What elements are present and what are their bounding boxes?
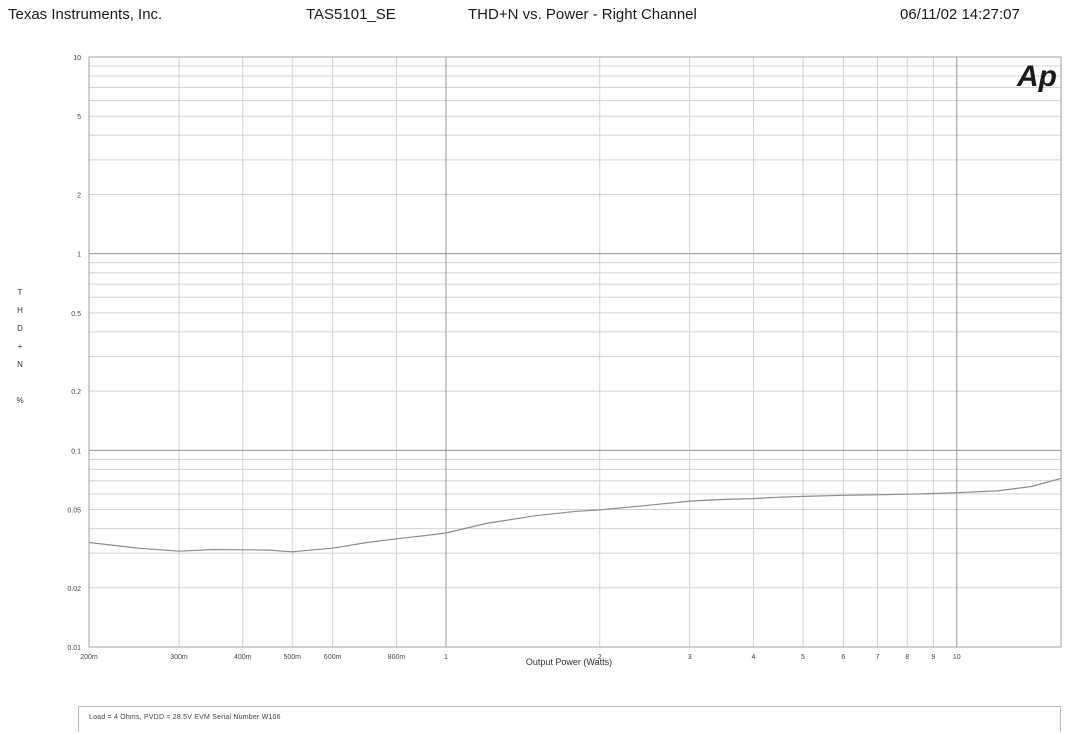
footer-note: Load = 4 Ohms, PVDD = 28.5V EVM Serial N… xyxy=(89,714,281,721)
x-tick-label: 800m xyxy=(388,654,406,661)
x-tick-label: 600m xyxy=(324,654,342,661)
y-tick-label: 0.1 xyxy=(71,448,81,455)
y-axis-label: THD + N% xyxy=(16,288,23,405)
x-tick-label: 2 xyxy=(598,654,602,661)
y-tick-label: 0.2 xyxy=(71,389,81,396)
x-tick-label: 300m xyxy=(170,654,188,661)
y-label-char: T xyxy=(18,288,23,297)
y-tick-label: 1 xyxy=(77,252,81,259)
y-label-char: N xyxy=(17,360,23,369)
chart-title: THD+N vs. Power - Right Channel xyxy=(468,6,697,23)
y-tick-label: 0.05 xyxy=(67,508,81,515)
x-tick-label: 7 xyxy=(876,654,880,661)
y-label-char: + xyxy=(18,342,23,351)
y-label-char: % xyxy=(16,396,23,405)
series-line-0 xyxy=(88,477,1062,553)
footer-note-box: Load = 4 Ohms, PVDD = 28.5V EVM Serial N… xyxy=(78,706,1061,732)
major-gridlines xyxy=(89,57,1061,647)
plot-frame xyxy=(88,56,1062,648)
x-tick-label: 9 xyxy=(931,654,935,661)
y-label-char: H xyxy=(17,306,23,315)
x-tick-label: 400m xyxy=(234,654,252,661)
x-tick-labels: 200m 300m 400m 500m 600m 800m 1 2 3 4 5 6 7 8 9 10 xyxy=(80,654,960,661)
x-tick-label: 10 xyxy=(953,654,961,661)
y-tick-label: 0.5 xyxy=(71,311,81,318)
y-label-char: D xyxy=(17,324,23,333)
x-tick-label: 3 xyxy=(688,654,692,661)
y-tick-label: 10 xyxy=(73,55,81,62)
x-axis-label: Output Power (Watts) xyxy=(526,657,612,667)
x-tick-label: 6 xyxy=(841,654,845,661)
header-model: TAS5101_SE xyxy=(306,6,396,23)
y-tick-label: 0.02 xyxy=(67,586,81,593)
y-tick-label: 2 xyxy=(77,192,81,199)
x-tick-label: 500m xyxy=(283,654,301,661)
x-tick-label: 200m xyxy=(80,654,98,661)
series-layer xyxy=(88,477,1062,553)
x-tick-label: 4 xyxy=(752,654,756,661)
y-tick-label: 0.01 xyxy=(67,645,81,652)
y-tick-label: 5 xyxy=(77,114,81,121)
x-tick-label: 1 xyxy=(444,654,448,661)
header-datetime: 06/11/02 14:27:07 xyxy=(900,6,1020,23)
header-company: Texas Instruments, Inc. xyxy=(8,6,163,23)
minor-gridlines xyxy=(89,57,1061,647)
ap-logo: Ap xyxy=(1016,60,1057,93)
x-tick-label: 5 xyxy=(801,654,805,661)
x-tick-label: 8 xyxy=(905,654,909,661)
thd-power-chart: 200m 300m 400m 500m 600m 800m 1 2 3 4 5 6 7 8 9 10 1052… xyxy=(16,55,1062,667)
y-tick-labels: 10 5 2 1 0.5 0.2 0.1 0.05 0.02 0.01 xyxy=(67,55,81,652)
